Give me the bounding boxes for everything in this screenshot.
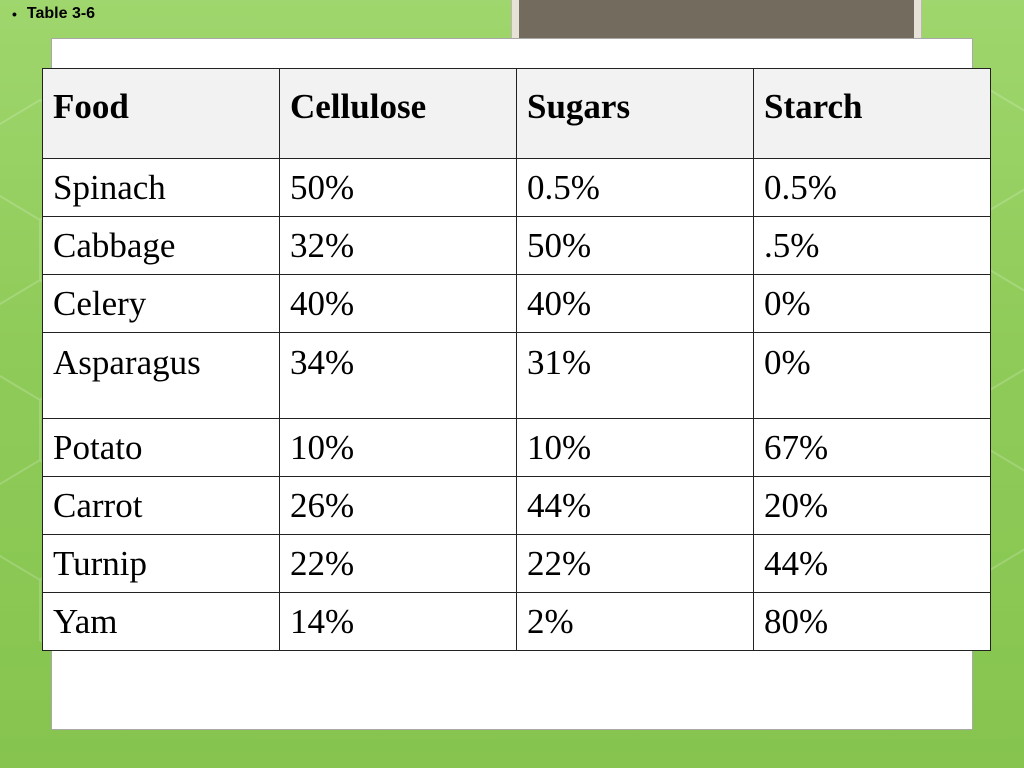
table-row: Turnip 22% 22% 44% [42, 534, 991, 593]
table-cell: 44% [516, 476, 754, 535]
table-header-row: Food Cellulose Sugars Starch [42, 68, 991, 159]
header-sugars: Sugars [516, 68, 754, 159]
table-cell: 0% [753, 274, 991, 333]
table-cell: 2% [516, 592, 754, 651]
table-cell: Celery [42, 274, 280, 333]
table-cell: 80% [753, 592, 991, 651]
table-cell: 67% [753, 418, 991, 477]
table-cell: 22% [279, 534, 517, 593]
table-cell: 32% [279, 216, 517, 275]
slide-bullet-title: • Table 3-6 [12, 6, 95, 22]
bullet-icon: • [12, 6, 17, 22]
table-cell: 50% [279, 158, 517, 217]
header-starch: Starch [753, 68, 991, 159]
table-cell: 26% [279, 476, 517, 535]
header-food: Food [42, 68, 280, 159]
table-cell: 31% [516, 332, 754, 419]
header-cellulose: Cellulose [279, 68, 517, 159]
table-cell: 10% [516, 418, 754, 477]
table-row: Cabbage 32% 50% .5% [42, 216, 991, 275]
table-row: Celery 40% 40% 0% [42, 274, 991, 333]
table-cell: 50% [516, 216, 754, 275]
table-row: Potato 10% 10% 67% [42, 418, 991, 477]
table-cell: Cabbage [42, 216, 280, 275]
table-cell: 0.5% [753, 158, 991, 217]
table-cell: 44% [753, 534, 991, 593]
table-cell: Turnip [42, 534, 280, 593]
table-cell: Potato [42, 418, 280, 477]
table-cell: 34% [279, 332, 517, 419]
table-cell: 0.5% [516, 158, 754, 217]
table-cell: 10% [279, 418, 517, 477]
table-cell: 40% [279, 274, 517, 333]
slide-title-text: Table 3-6 [26, 5, 96, 22]
table-cell: Carrot [42, 476, 280, 535]
table-cell: Spinach [42, 158, 280, 217]
table-cell: 40% [516, 274, 754, 333]
table-cell: 20% [753, 476, 991, 535]
table-row: Asparagus 34% 31% 0% [42, 332, 991, 419]
table-cell: .5% [753, 216, 991, 275]
table-cell: 0% [753, 332, 991, 419]
table-row: Yam 14% 2% 80% [42, 592, 991, 651]
table-cell: 22% [516, 534, 754, 593]
table-cell: Yam [42, 592, 280, 651]
food-composition-table: Food Cellulose Sugars Starch Spinach 50%… [42, 68, 991, 651]
table-cell: Asparagus [42, 332, 280, 419]
table-row: Spinach 50% 0.5% 0.5% [42, 158, 991, 217]
table-cell: 14% [279, 592, 517, 651]
table-row: Carrot 26% 44% 20% [42, 476, 991, 535]
